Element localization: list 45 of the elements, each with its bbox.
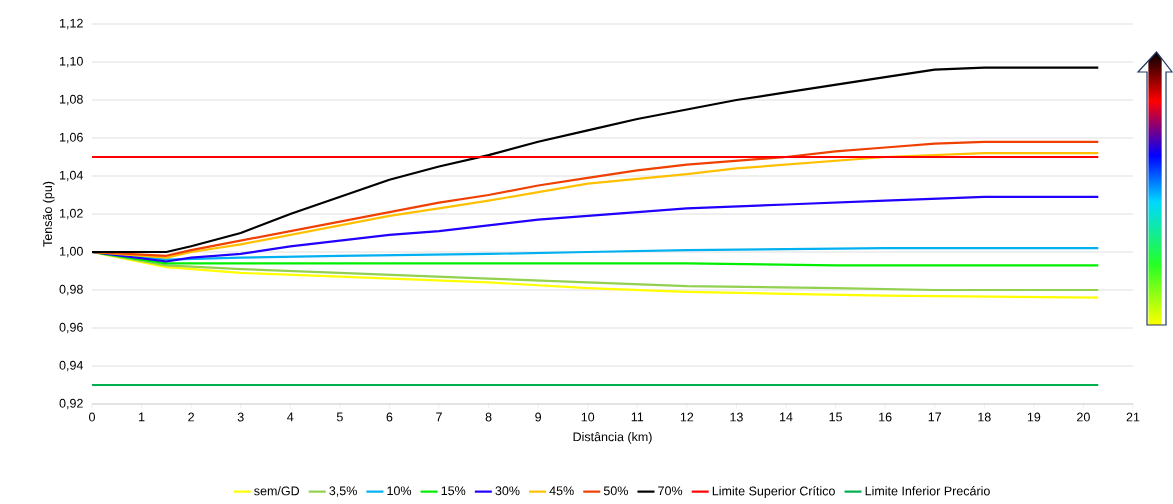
- x-tick-label: 5: [336, 412, 343, 422]
- y-tick-label: 0,94: [59, 360, 84, 372]
- x-tick-label: 0: [89, 412, 95, 422]
- x-tick-label: 7: [436, 412, 442, 422]
- x-tick-label: 17: [928, 412, 942, 422]
- legend-label: Limite Inferior Precário: [865, 486, 990, 496]
- legend-label: 30%: [495, 486, 520, 496]
- x-tick-label: 3: [237, 412, 244, 422]
- x-tick-label: 19: [1027, 412, 1041, 422]
- y-tick-label: 1,02: [60, 208, 83, 220]
- y-axis-title: Tensão (pu): [42, 181, 55, 247]
- x-tick-label: 10: [581, 412, 595, 422]
- x-tick-label: 20: [1077, 412, 1090, 422]
- x-tick-label: 16: [879, 412, 892, 422]
- y-tick-label: 1,10: [60, 56, 83, 68]
- x-tick-label: 2: [188, 412, 194, 422]
- y-tick-label: 1,04: [60, 170, 84, 182]
- legend-label: 10%: [387, 486, 412, 496]
- x-tick-label: 15: [829, 412, 842, 422]
- legend-label: 70%: [658, 486, 683, 496]
- x-tick-label: 8: [485, 412, 492, 422]
- x-tick-label: 6: [386, 412, 393, 422]
- y-tick-label: 0,98: [59, 284, 83, 296]
- x-tick-label: 4: [287, 412, 294, 422]
- y-tick-label: 0,92: [59, 398, 83, 410]
- legend-label: sem/GD: [254, 486, 300, 496]
- x-tick-label: 1: [139, 412, 145, 422]
- x-tick-label: 9: [535, 412, 542, 422]
- legend-label: 3,5%: [329, 486, 357, 497]
- x-tick-label: 18: [978, 412, 991, 422]
- y-tick-label: 1,08: [60, 94, 83, 106]
- y-tick-label: 1,06: [60, 132, 83, 144]
- legend-label: 45%: [549, 486, 574, 496]
- x-tick-label: 14: [779, 412, 793, 422]
- x-tick-label: 12: [680, 412, 694, 422]
- legend-label: Limite Superior Crítico: [712, 486, 835, 498]
- x-tick-label: 11: [631, 412, 644, 422]
- legend-label: 15%: [441, 486, 466, 496]
- x-tick-label: 13: [730, 412, 743, 422]
- y-tick-label: 1,00: [60, 246, 83, 258]
- y-tick-label: 0,96: [59, 322, 83, 334]
- legend-label: 50%: [603, 486, 628, 496]
- x-axis-title: Distância (km): [573, 432, 652, 444]
- x-tick-label: 21: [1126, 412, 1140, 422]
- y-tick-label: 1,12: [60, 18, 83, 30]
